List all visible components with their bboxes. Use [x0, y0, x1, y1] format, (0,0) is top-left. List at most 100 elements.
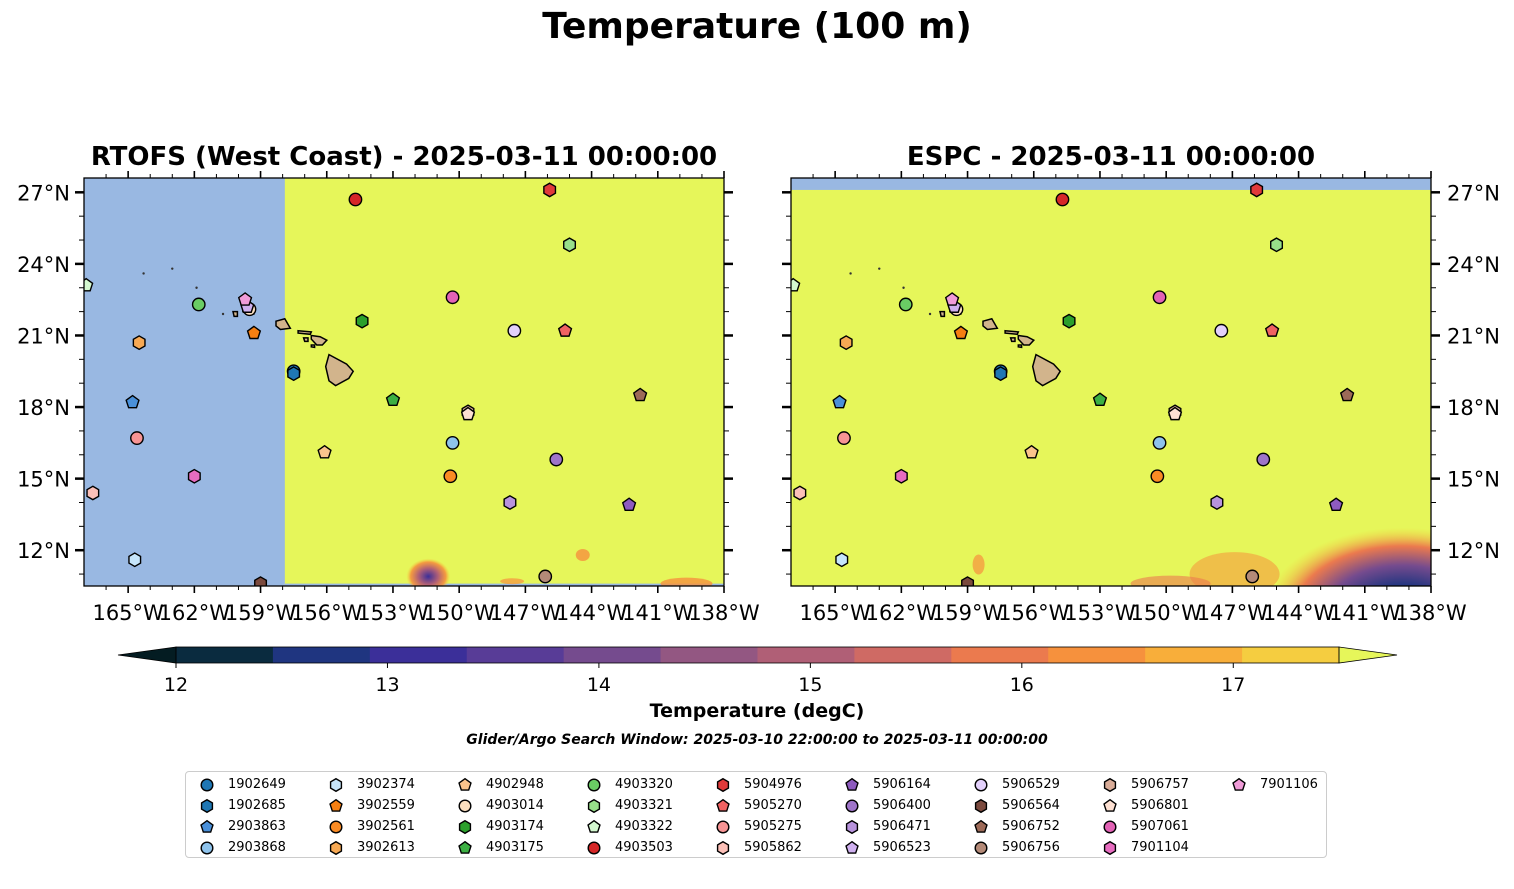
legend-label: 2903863 — [228, 819, 286, 834]
espc-warm-patch-3 — [972, 554, 985, 575]
espc-warm-patch-2 — [1130, 575, 1211, 586]
espc-islet-2 — [902, 286, 905, 289]
hexagon-marker-icon — [845, 819, 859, 835]
legend-label: 5906529 — [1002, 777, 1060, 792]
rtofs-xtick-label: 147°W — [490, 601, 562, 625]
espc-platform-5906529 — [1214, 323, 1229, 338]
rtofs-platform-5906471 — [503, 494, 517, 510]
rtofs-platform-5906756 — [538, 569, 553, 584]
colorbar-tick-label: 12 — [164, 674, 188, 696]
legend-marker-5906529 — [974, 778, 988, 792]
legend-marker-4903174 — [458, 819, 472, 835]
circle-marker-icon — [974, 841, 988, 855]
hexagon-marker-icon — [200, 798, 214, 814]
legend-label: 4903503 — [615, 840, 673, 855]
rtofs-platform-4903320 — [191, 297, 206, 312]
espc-island-niihau — [939, 310, 946, 318]
pentagon-marker-icon — [458, 777, 472, 791]
legend-marker-5906564 — [974, 798, 988, 814]
colorbar-extend-low — [117, 646, 177, 664]
circle-marker-icon — [716, 820, 730, 834]
colorbar-tick-label: 14 — [587, 674, 611, 696]
legend-label: 5906801 — [1131, 798, 1189, 813]
legend-label: 1902685 — [228, 798, 286, 813]
espc-platform-5906752 — [1339, 387, 1355, 402]
hexagon-marker-icon — [1103, 777, 1117, 793]
rtofs-frame — [83, 177, 725, 587]
legend-marker-3902561 — [329, 820, 343, 834]
espc-platform-5906756 — [1245, 569, 1260, 584]
legend-label: 5906471 — [873, 819, 931, 834]
circle-marker-icon — [587, 778, 601, 792]
legend-label: 4903175 — [486, 840, 544, 855]
platform-legend: 1902649 1902685 2903863 2903868 3902374 39025… — [185, 771, 1327, 858]
espc-xtick-label: 159°W — [932, 601, 1004, 625]
espc-platform-3902374 — [835, 552, 849, 568]
espc-xtick-label: 144°W — [1263, 601, 1335, 625]
legend-marker-5906471 — [845, 819, 859, 835]
pentagon-marker-icon — [974, 819, 988, 833]
legend-label: 5905862 — [744, 840, 802, 855]
hexagon-marker-icon — [716, 840, 730, 856]
legend-marker-1902649 — [200, 778, 214, 792]
colorbar-tick-label: 13 — [375, 674, 399, 696]
legend-label: 7901106 — [1260, 777, 1318, 792]
rtofs-map-panel: 165°W162°W159°W156°W153°W150°W147°W144°W… — [17, 171, 760, 625]
pentagon-marker-icon — [845, 840, 859, 854]
pentagon-marker-icon — [458, 840, 472, 854]
espc-ytick-label: 24°N — [1447, 253, 1500, 277]
espc-platform-5906564 — [961, 576, 975, 586]
legend-label: 3902374 — [357, 777, 415, 792]
search-window-note: Glider/Argo Search Window: 2025-03-10 22… — [466, 732, 1048, 748]
circle-marker-icon — [458, 799, 472, 813]
espc-island-oahu — [982, 317, 999, 331]
rtofs-ytick-label: 24°N — [17, 253, 70, 277]
legend-marker-3902374 — [329, 777, 343, 793]
hexagon-marker-icon — [458, 819, 472, 835]
legend-marker-5906757 — [1103, 777, 1117, 793]
rtofs-platform-5906564 — [254, 576, 268, 586]
circle-marker-icon — [845, 799, 859, 813]
colorbar-label: Temperature (degC) — [649, 700, 865, 722]
pentagon-marker-icon — [587, 819, 601, 833]
legend-marker-5906801 — [1103, 798, 1117, 812]
colorbar-frame — [175, 646, 1340, 664]
espc-platform-1902685 — [994, 366, 1008, 382]
espc-island-lanai — [1009, 337, 1016, 343]
legend-label: 3902559 — [357, 798, 415, 813]
rtofs-platform-5906400 — [549, 452, 564, 467]
colorbar: 12 13 14 15 16 17 — [117, 646, 1398, 696]
espc-platform-2903863 — [832, 394, 847, 409]
espc-xtick-label: 162°W — [866, 601, 938, 625]
espc-platform-3902561 — [1150, 469, 1165, 484]
rtofs-island-lanai — [302, 337, 309, 343]
rtofs-islet-3 — [221, 312, 225, 316]
espc-xtick-label: 153°W — [1064, 601, 1136, 625]
rtofs-platform-5907061 — [445, 290, 460, 305]
rtofs-platform-5904976 — [543, 182, 557, 198]
espc-ytick-label: 21°N — [1447, 324, 1500, 348]
hexagon-marker-icon — [587, 798, 601, 814]
colorbar-bin — [854, 647, 952, 663]
rtofs-platform-4903174 — [355, 313, 369, 329]
colorbar-bin — [176, 647, 274, 663]
colorbar-bin — [563, 647, 662, 663]
rtofs-ytick-label: 21°N — [17, 324, 70, 348]
legend-label: 5906164 — [873, 777, 931, 792]
rtofs-platform-3902559 — [246, 325, 262, 340]
espc-xtick-label: 165°W — [799, 601, 871, 625]
pentagon-marker-icon — [200, 819, 214, 833]
colorbar-tick-label: 15 — [798, 674, 822, 696]
legend-marker-4903320 — [587, 778, 601, 792]
legend-marker-4903014 — [458, 799, 472, 813]
espc-cold-pool — [1276, 506, 1431, 586]
legend-label: 4903322 — [615, 819, 673, 834]
rtofs-platform-4903175 — [385, 392, 401, 407]
espc-panel-title: ESPC - 2025-03-11 00:00:00 — [906, 142, 1316, 172]
legend-marker-5905862 — [716, 840, 730, 856]
hexagon-marker-icon — [329, 777, 343, 793]
rtofs-platform-4902948 — [317, 444, 332, 459]
colorbar-bin — [369, 647, 468, 663]
colorbar-bin — [272, 647, 371, 663]
